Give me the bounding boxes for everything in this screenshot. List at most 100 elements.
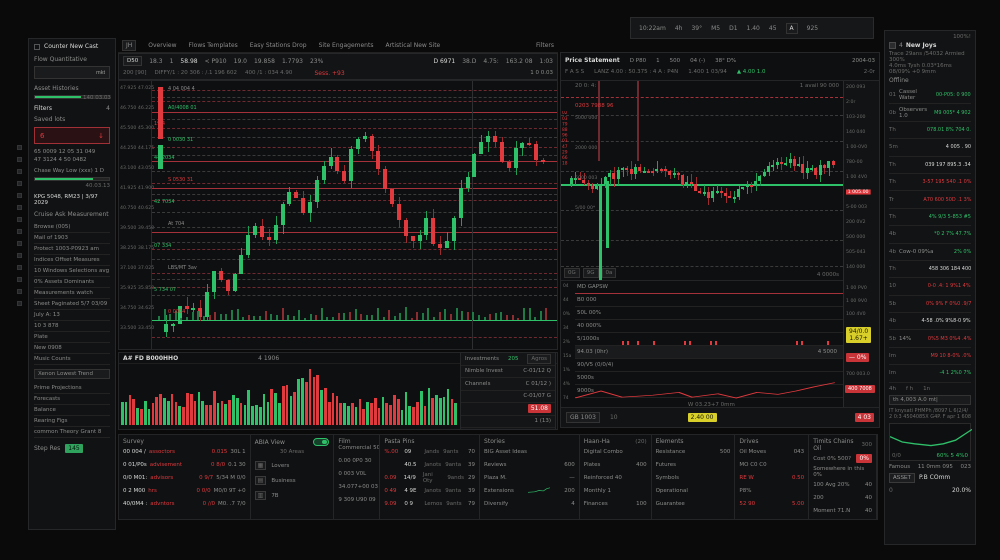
kv-row[interactable]: Digital Combo (584, 445, 647, 458)
sidebar-item[interactable]: 10 Windows Selections avg (34, 266, 110, 277)
asset-button[interactable]: ASSET (889, 472, 916, 483)
kv-row[interactable]: 52 90 5.00 (739, 497, 804, 510)
watchlist-row[interactable]: 5b 14% 0%5 M3 0%4 .4% (889, 330, 971, 348)
indicator-row[interactable]: 5000s (575, 372, 843, 385)
footer-yellow-badge[interactable]: 2.40 00 (687, 413, 717, 422)
kv-row[interactable]: Extensions 200 (484, 484, 575, 497)
kv-row[interactable]: Plates 400 (584, 458, 647, 471)
watchlist-meta[interactable]: th 4,003 A.0 mt| (889, 394, 971, 405)
secondary-plot[interactable]: 20 0: 4: 1 avail 90 000 0203 7988 96 020379… (561, 81, 843, 281)
table-row[interactable]: %.00 09 Jands 9ants 70 (384, 445, 475, 458)
view-item[interactable]: ▥ 7B (254, 488, 330, 503)
macd-badge[interactable]: 94/0.0 1.67+ (846, 327, 872, 343)
kv-row[interactable]: P8% (739, 484, 804, 497)
kv-row[interactable]: Resistance 500 (656, 445, 731, 458)
watchlist-row[interactable]: Th 458 306 184 400 (889, 261, 971, 279)
sidebar-item[interactable]: common Theory Grant 8 (34, 427, 110, 438)
list-row[interactable]: 0 003 V0L (338, 471, 367, 477)
menu-item[interactable]: Filters (536, 41, 554, 49)
secondary-toolbar-cell[interactable]: F A S S (565, 68, 585, 75)
menu-item[interactable]: Flows Templates (188, 41, 238, 49)
sidebar-boxed-item[interactable]: Xenon Lowest Trend (34, 369, 110, 379)
kv-row[interactable]: Symbols (656, 471, 731, 484)
view-item[interactable]: ▦ Lovers (254, 458, 330, 473)
kv-row[interactable]: Operational (656, 484, 731, 497)
watchlist-row[interactable]: 4b 4-58 .0% 9%8-0 9% (889, 313, 971, 331)
menu-item[interactable]: Site Engagements (318, 41, 374, 49)
sidebar-item[interactable]: 10 3 878 (34, 321, 110, 332)
kv-row[interactable]: Reinforced 40 (584, 471, 647, 484)
kv-row[interactable]: Plaza M. — (484, 471, 575, 484)
watchlist-row[interactable]: Im M9 10 8-0% .0% (889, 348, 971, 366)
table-row[interactable]: 0 2 M00 hrs 0 0/0 M0/0 9T +0 (123, 484, 246, 497)
flow-button[interactable]: mkt (34, 66, 110, 79)
kv-row[interactable]: Somewhere in this 0% (813, 465, 872, 478)
sidebar-item[interactable]: 0% Assets Dominants (34, 277, 110, 288)
list-row[interactable]: 9 309 U90 09 (338, 497, 376, 503)
watchlist-row[interactable]: Th 4% 9/3 5-853 #5 (889, 209, 971, 227)
sidebar-item[interactable]: New 0908 (34, 343, 110, 354)
kv-row[interactable]: Oil Moves 043 (739, 445, 804, 458)
table-row[interactable]: 0 01/P0s advisement 0 8/0 0.1 30 (123, 458, 246, 471)
sidebar-item[interactable]: Indices Offset Measures (34, 255, 110, 266)
watchlist-row[interactable]: Th 078.01 8% 704 0. (889, 122, 971, 140)
main-price-chart[interactable]: 47.925 47.025 46.750 46.225 45.500 45.300 4… (118, 80, 558, 350)
top-toolbar-item[interactable]: 10:22am (639, 24, 666, 32)
menu-item[interactable]: JH (122, 39, 137, 51)
indicator-row[interactable]: 40 000% (575, 320, 843, 333)
watchlist-row[interactable]: 5m 4 005 . 90 (889, 139, 971, 157)
sidebar-item[interactable]: Music Counts (34, 354, 110, 365)
menu-item[interactable]: Overview (148, 41, 177, 49)
view-toggle[interactable] (313, 438, 330, 446)
sidebar-item[interactable]: Protect 1003-P0923 am (34, 244, 110, 255)
list-row[interactable]: 34.077+00 03 (338, 484, 379, 490)
sell-badge[interactable]: 51.08 (527, 404, 551, 414)
footer-red-badge[interactable]: 4 03 (854, 413, 874, 422)
mini-button[interactable]: 9G (582, 268, 599, 278)
table-row[interactable]: 0 49 4 9E Janots 9anta 39 (384, 484, 475, 497)
watchlist-row[interactable]: 0b Observers 1.0 M9 005* 4 902 (889, 104, 971, 122)
sidebar-item[interactable]: Balance (34, 405, 110, 416)
menu-item[interactable]: Artistical New Site (385, 41, 441, 49)
candlestick-plot[interactable]: 4 04 004 4 A0/4008 01 19.4 0 0030 31 44 2034… (152, 81, 557, 349)
list-row[interactable]: 0.00 0P0 30 (338, 458, 372, 464)
secondary-toolbar-cell[interactable]: 1.400 1 03/94 (688, 68, 727, 75)
table-row[interactable]: 00 004 /assoctors 0.015 30L 1 (123, 445, 246, 458)
watchlist-row[interactable]: 5b 0% 9% F 0%0 .9/7 (889, 296, 971, 314)
list-row[interactable]: Commercial 50 (338, 445, 381, 451)
menu-item[interactable]: Easy Stations Drop (249, 41, 307, 49)
top-toolbar-item[interactable]: 39° (691, 24, 703, 32)
indicator-row[interactable]: 9000s (575, 385, 843, 398)
table-row[interactable]: 9.09 0 9 Lemos 9ants 79 (384, 497, 475, 510)
filters-label[interactable]: Filters (34, 105, 52, 112)
indicator-row[interactable]: B0 000 (575, 294, 843, 307)
sidebar-checkbox[interactable] (34, 43, 40, 50)
indicator-red-badge-2[interactable]: 400 7008 (845, 385, 875, 393)
secondary-toolbar-cell[interactable]: ▲ 4.00 1.0 (736, 68, 766, 75)
watchlist-row[interactable]: 10 0-0 .4: 1 9%1 4% (889, 278, 971, 296)
watchlist-row[interactable]: 4b *0 2 7% 47.7% (889, 226, 971, 244)
top-toolbar-item[interactable]: 4h (674, 24, 683, 32)
indicator-row[interactable]: 90/V5 (0/0/4) (575, 359, 843, 372)
sidebar-item[interactable]: Measurements watch (34, 288, 110, 299)
table-row[interactable]: 0.09 14/9 Jani Oty 9ands 29 (384, 471, 475, 484)
watchlist-row[interactable]: 01 Cassel Water 00-P05: 0 900 (889, 87, 971, 105)
secondary-toolbar-cell[interactable]: LANZ 4.00 : 50.375 : 4 A : P4N (594, 68, 679, 75)
kv-row[interactable]: Moment 71.N 40 (813, 504, 872, 517)
kv-row[interactable]: 200 40 (813, 491, 872, 504)
kv-row[interactable]: Reviews 600 (484, 458, 575, 471)
top-toolbar-item[interactable]: 1.40 (746, 24, 760, 32)
top-toolbar-item[interactable]: 925 (806, 24, 819, 32)
kv-row[interactable]: Monthly 1 (584, 484, 647, 497)
indicator-red-badge[interactable]: — 0% (846, 353, 870, 362)
kv-row[interactable]: Diversify 4 (484, 497, 575, 510)
sidebar-item[interactable]: Plate (34, 332, 110, 343)
table-row[interactable]: 0/0 M01: advisors 0 9/7 5/34 M 0/0 (123, 471, 246, 484)
footer-gb[interactable]: GB 1003 (566, 412, 600, 423)
watchlist-row[interactable]: Im -4 1 2%0 7% (889, 365, 971, 383)
kv-row[interactable]: Finances 100 (584, 497, 647, 510)
table-row[interactable]: 40/0M4 : advntors 0 //0 M0. .7 7/0 (123, 497, 246, 510)
watchlist-row[interactable]: Th 039 197 895.3 .34 (889, 157, 971, 174)
kv-row[interactable]: BIG Asset Ideas (484, 445, 575, 458)
kv-row[interactable]: MO C0 C0 (739, 458, 804, 471)
